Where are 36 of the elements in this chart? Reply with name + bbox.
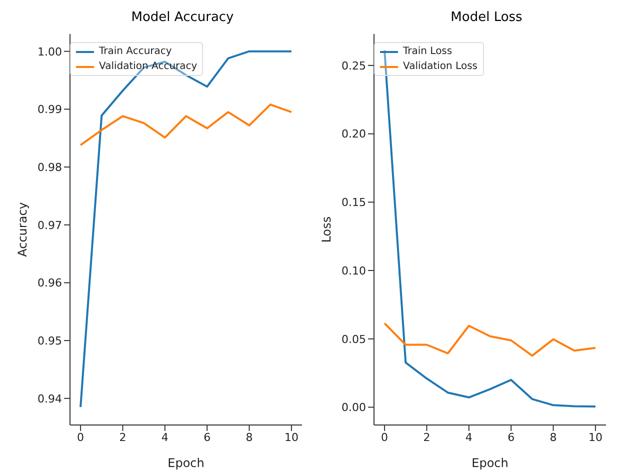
x-tick-label: 2 <box>119 430 126 444</box>
y-tick-label: 0.05 <box>342 332 366 346</box>
x-tick-label: 10 <box>588 430 602 444</box>
legend-label: Validation Loss <box>403 60 478 74</box>
x-tick-label: 4 <box>161 430 168 444</box>
y-tick-label: 0.20 <box>342 128 366 141</box>
x-axis-title: Epoch <box>168 456 204 470</box>
y-tick-label: 0.25 <box>342 59 366 72</box>
y-tick-label: 0.99 <box>38 103 62 116</box>
y-axis-title: Loss <box>319 216 334 243</box>
x-tick-label: 2 <box>423 430 430 444</box>
line-series <box>80 104 292 146</box>
x-tick-label: 0 <box>77 430 84 444</box>
y-tick-label: 1.00 <box>38 45 62 58</box>
x-tick-label: 8 <box>550 430 557 444</box>
chart-title: Model Loss <box>450 10 524 25</box>
line-series <box>384 322 596 357</box>
y-tick-label: 0.15 <box>342 196 366 210</box>
y-tick-label: 0.95 <box>38 334 62 348</box>
x-tick-label: 6 <box>508 430 515 444</box>
y-tick-label: 0.97 <box>38 218 62 232</box>
x-tick-label: 6 <box>204 430 211 444</box>
y-tick-label: 0.96 <box>38 276 62 290</box>
y-axis-title: Accuracy <box>15 202 30 257</box>
legend-label: Train Loss <box>403 45 452 59</box>
chart-title: Model Accuracy <box>130 10 235 25</box>
y-tick-label: 0.10 <box>342 264 366 278</box>
legend-label: Train Accuracy <box>99 45 172 59</box>
x-axis-title: Epoch <box>472 456 508 470</box>
y-tick-label: 0.94 <box>38 392 62 406</box>
x-tick-label: 0 <box>381 430 388 444</box>
y-tick-label: 0.00 <box>342 401 366 414</box>
x-tick-label: 10 <box>284 430 298 444</box>
x-tick-label: 4 <box>465 430 472 444</box>
y-tick-label: 0.98 <box>38 160 62 174</box>
x-tick-label: 8 <box>246 430 253 444</box>
